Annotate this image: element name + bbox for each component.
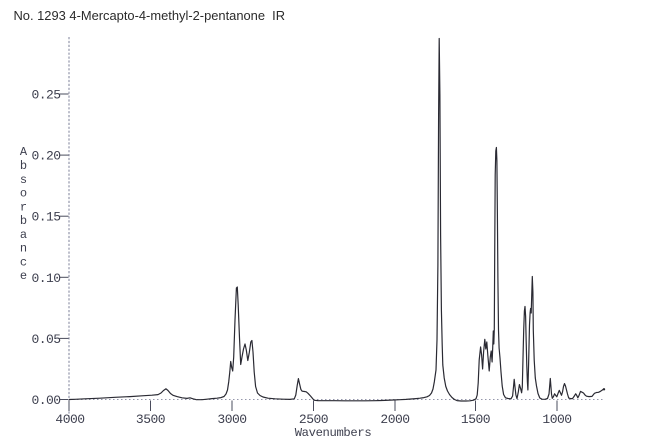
svg-text:A: A <box>20 145 28 159</box>
svg-text:3000: 3000 <box>217 412 246 427</box>
svg-text:n: n <box>20 242 27 256</box>
svg-text:1500: 1500 <box>461 412 490 427</box>
svg-text:e: e <box>20 269 27 283</box>
svg-text:0.00: 0.00 <box>31 393 60 408</box>
svg-text:0.05: 0.05 <box>31 332 60 347</box>
svg-text:Wavenumbers: Wavenumbers <box>295 426 372 440</box>
svg-text:2500: 2500 <box>299 412 328 427</box>
svg-text:b: b <box>20 159 27 173</box>
svg-text:0.10: 0.10 <box>31 271 60 286</box>
svg-text:4000: 4000 <box>55 412 84 427</box>
svg-text:s: s <box>20 173 27 187</box>
svg-text:0.15: 0.15 <box>31 210 60 225</box>
svg-text:1000: 1000 <box>542 412 571 427</box>
svg-text:0.20: 0.20 <box>31 149 60 164</box>
svg-text:c: c <box>20 255 27 269</box>
svg-text:a: a <box>20 228 27 242</box>
svg-text:o: o <box>20 187 27 201</box>
svg-text:b: b <box>20 214 27 228</box>
svg-text:0.25: 0.25 <box>31 88 60 103</box>
svg-text:3500: 3500 <box>136 412 165 427</box>
svg-text:2000: 2000 <box>380 412 409 427</box>
svg-text:r: r <box>20 200 27 214</box>
